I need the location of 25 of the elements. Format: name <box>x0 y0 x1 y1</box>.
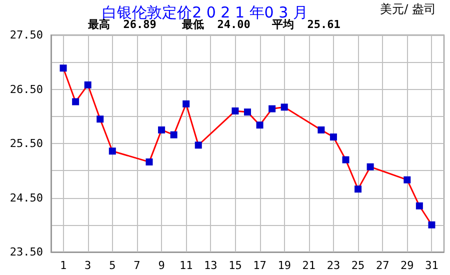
x-tick-label: 31 <box>425 259 438 272</box>
x-tick-label: 27 <box>376 259 390 272</box>
x-tick-label: 29 <box>400 259 414 272</box>
x-tick-label: 19 <box>278 259 291 272</box>
y-tick-label: 26.50 <box>10 82 43 96</box>
x-tick-label: 15 <box>228 259 242 272</box>
y-tick-label: 24.50 <box>10 191 43 204</box>
x-tick-label: 5 <box>109 259 116 272</box>
y-tick-label: 25.50 <box>10 137 43 150</box>
text: 平均 25.61 <box>271 18 341 31</box>
x-tick-label: 3 <box>84 259 92 272</box>
y-tick-label: 27.50 <box>10 28 43 42</box>
x-tick-label: 13 <box>204 259 218 272</box>
x-tick-label: 11 <box>179 259 193 272</box>
x-tick-label: 9 <box>158 259 165 272</box>
x-tick-label: 7 <box>134 259 140 272</box>
text: 最高 26.89 <box>87 18 156 31</box>
x-tick-label: 1 <box>60 259 67 272</box>
y-tick-label: 23.50 <box>10 246 43 258</box>
x-tick-label: 21 <box>302 259 316 272</box>
y-axis-title: 美元/ 盎司 <box>380 2 436 16</box>
x-tick-label: 25 <box>351 259 365 272</box>
text: 最低 24.00 <box>181 18 250 31</box>
x-tick-label: 23 <box>326 259 340 272</box>
x-tick-label: 17 <box>253 259 266 272</box>
